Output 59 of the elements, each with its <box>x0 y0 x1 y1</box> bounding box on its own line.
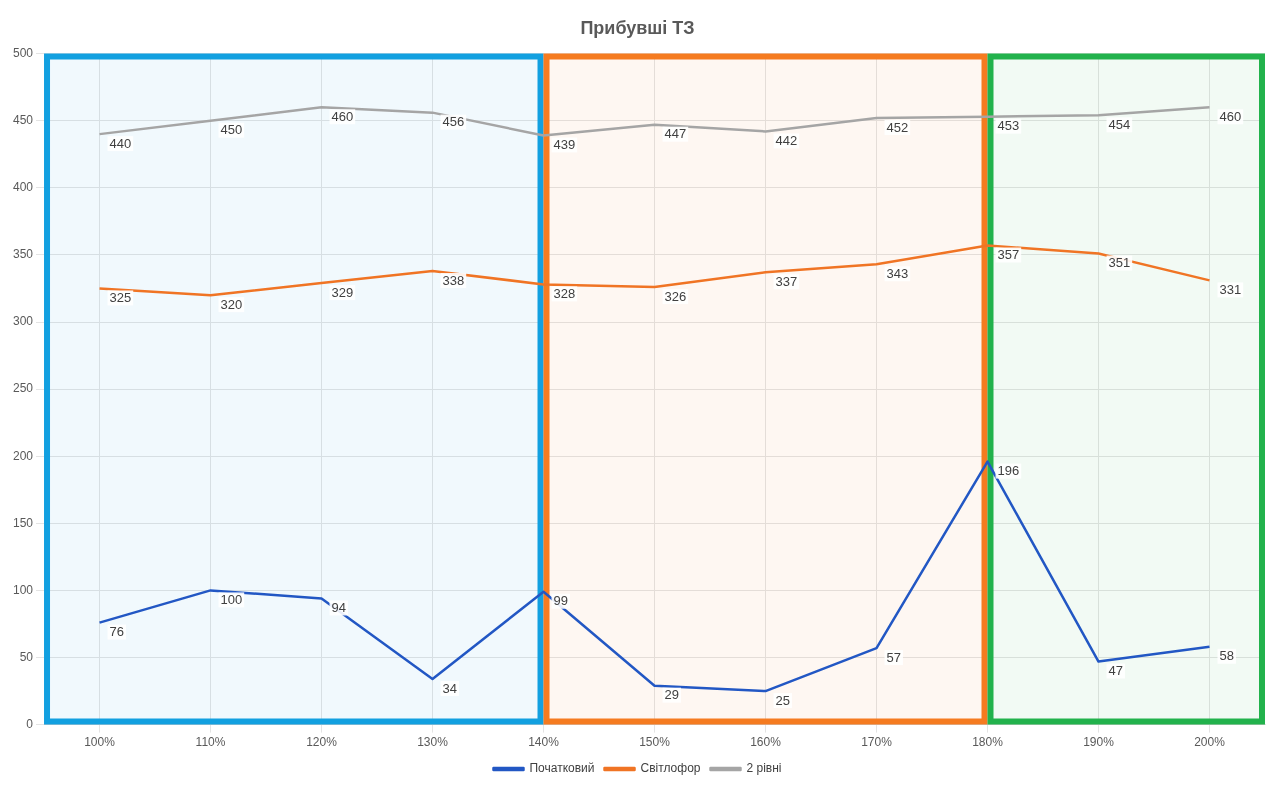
data-label: 343 <box>886 265 909 281</box>
data-label: 357 <box>997 247 1020 263</box>
data-label: 351 <box>1108 255 1131 271</box>
data-label: 460 <box>1219 108 1242 124</box>
data-label: 440 <box>109 135 132 151</box>
y-tick-label: 250 <box>12 381 34 396</box>
legend-label: Світлофор <box>640 761 701 776</box>
data-label: 442 <box>775 133 798 149</box>
x-tick-label: 150% <box>639 735 671 750</box>
data-label: 100 <box>220 591 243 607</box>
x-tick-label: 180% <box>972 735 1004 750</box>
x-tick-label: 130% <box>417 735 449 750</box>
data-label: 328 <box>553 286 576 301</box>
data-label: 320 <box>220 296 243 312</box>
data-label: 452 <box>886 119 909 135</box>
data-label: 454 <box>1108 116 1131 132</box>
data-label: 25 <box>775 692 790 708</box>
data-label: 99 <box>553 593 568 609</box>
x-tick-label: 120% <box>306 735 338 750</box>
data-label: 326 <box>664 288 687 304</box>
y-tick-label: 50 <box>19 649 34 664</box>
y-tick-label: 0 <box>26 716 34 731</box>
x-tick-label: 170% <box>861 735 893 750</box>
legend-label: 2 рівні <box>746 761 782 776</box>
x-tick-label: 200% <box>1194 735 1226 750</box>
data-label: 439 <box>553 137 576 153</box>
data-label: 34 <box>442 680 457 696</box>
x-tick-label: 190% <box>1083 735 1115 750</box>
x-tick-label: 140% <box>528 735 560 750</box>
data-label: 329 <box>331 284 354 300</box>
x-tick-label: 160% <box>750 735 782 750</box>
data-label: 76 <box>109 624 124 640</box>
data-label: 29 <box>664 687 679 703</box>
x-tick-label: 100% <box>84 735 116 750</box>
data-label: 450 <box>220 122 243 138</box>
data-label: 460 <box>331 108 354 124</box>
data-label: 196 <box>997 463 1020 479</box>
y-tick-label: 500 <box>12 45 34 60</box>
y-tick-label: 350 <box>12 247 34 262</box>
data-label: 447 <box>664 126 687 142</box>
data-label: 94 <box>331 600 346 616</box>
y-tick-label: 100 <box>12 582 34 597</box>
data-label: 338 <box>442 272 465 288</box>
y-tick-label: 300 <box>12 314 34 329</box>
data-label: 337 <box>775 273 798 289</box>
data-label: 453 <box>997 118 1020 134</box>
data-label: 456 <box>442 114 465 130</box>
data-label: 57 <box>886 649 901 665</box>
y-tick-label: 150 <box>12 515 34 530</box>
data-label: 331 <box>1219 281 1242 297</box>
data-label: 325 <box>109 290 132 306</box>
chart-title: Прибувші ТЗ <box>580 17 695 38</box>
y-tick-label: 450 <box>12 113 34 128</box>
y-tick-label: 200 <box>12 448 34 463</box>
legend-label: Початковий <box>529 761 595 776</box>
y-tick-label: 400 <box>12 180 34 195</box>
data-label: 58 <box>1219 648 1234 664</box>
x-tick-label: 110% <box>195 735 226 750</box>
data-label: 47 <box>1108 663 1123 679</box>
